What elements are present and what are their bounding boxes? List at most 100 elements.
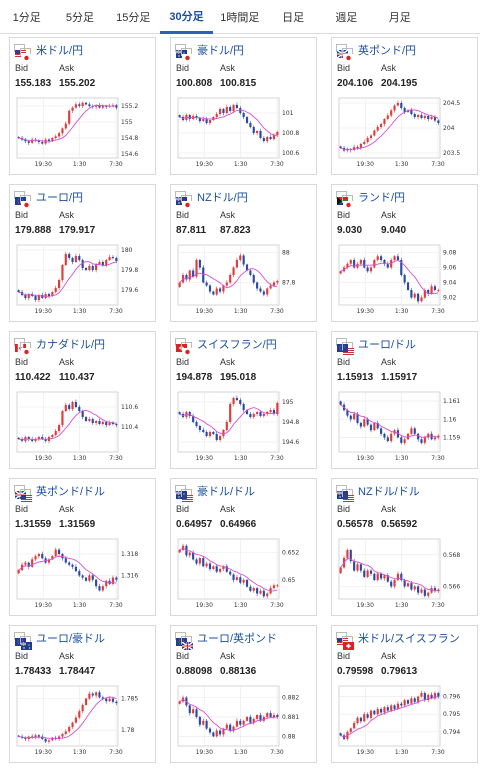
tab-4[interactable]: 30分足 bbox=[159, 0, 214, 34]
candle-body bbox=[232, 105, 235, 111]
candle-body bbox=[232, 726, 235, 731]
candle-body bbox=[192, 416, 195, 422]
pair-name[interactable]: ユーロ/英ポンド bbox=[197, 633, 278, 645]
price-chart[interactable]: 19:30 1:30 7:30 101 100.8 100.6 bbox=[175, 96, 313, 170]
candle-body bbox=[437, 435, 440, 438]
pair-name[interactable]: NZドル/ドル bbox=[358, 486, 420, 498]
pair-card[interactable]: 米ドル/スイスフラン Bid Ask 0.79598 0.79613 19:30 1:30 7… bbox=[331, 625, 478, 763]
pair-name[interactable]: カナダドル/円 bbox=[36, 339, 106, 351]
timeframe-tabs: 1分足 5分足 15分足 30分足 1時間足 日足 週足 月足 bbox=[0, 0, 480, 34]
candle-body bbox=[363, 570, 366, 577]
pair-title[interactable]: ユーロ/ドル bbox=[336, 337, 417, 356]
pair-name[interactable]: NZドル/円 bbox=[197, 192, 248, 204]
candle-body bbox=[423, 693, 426, 701]
tab-7[interactable]: 週足 bbox=[335, 12, 358, 24]
tab-2[interactable]: 5分足 bbox=[65, 12, 94, 24]
pair-name[interactable]: 豪ドル/ドル bbox=[197, 486, 256, 498]
candle-body bbox=[47, 294, 51, 296]
tab-6[interactable]: 日足 bbox=[282, 12, 305, 24]
pair-card[interactable]: ユーロ/英ポンド Bid Ask 0.88098 0.88136 19:30 1:30 7:3… bbox=[170, 625, 317, 763]
candle-body bbox=[27, 562, 30, 567]
pair-title[interactable]: ユーロ/英ポンド bbox=[175, 631, 278, 651]
tab-8[interactable]: 月足 bbox=[388, 12, 411, 24]
pair-name[interactable]: 英ポンド/円 bbox=[358, 45, 417, 57]
pair-card[interactable]: ランド/円 Bid Ask 9.030 9.040 19:30 1:30 7:30 9.08 9.… bbox=[331, 184, 478, 322]
price-chart[interactable]: 19:30 1:30 7:30 1.785 1.78 bbox=[14, 684, 152, 758]
candle-body bbox=[369, 710, 373, 718]
pair-name[interactable]: 米ドル/円 bbox=[36, 45, 84, 57]
price-chart[interactable]: 19:30 1:30 7:30 88 87.8 bbox=[175, 243, 313, 317]
candle-body bbox=[68, 110, 71, 124]
pair-card[interactable]: 英ポンド/円 Bid Ask 204.106 204.195 19:30 1:30 7:30 2… bbox=[331, 37, 478, 175]
pair-card[interactable]: 豪ドル/ドル Bid Ask 0.64957 0.64966 19:30 1:30 7:30 0… bbox=[170, 478, 317, 616]
tab-3[interactable]: 15分足 bbox=[116, 12, 151, 24]
candle-body bbox=[262, 414, 265, 416]
pair-title[interactable]: 豪ドル/ドル bbox=[175, 484, 256, 503]
x-tick-label: 19:30 bbox=[35, 308, 52, 315]
ask-value: 204.195 bbox=[381, 78, 418, 89]
pair-name[interactable]: 英ポンド/ドル bbox=[36, 486, 106, 498]
pair-card[interactable]: ユーロ/豪ドル Bid Ask 1.78433 1.78447 19:30 1:30 7:30… bbox=[9, 625, 156, 763]
candle-body bbox=[266, 288, 269, 295]
plot-area bbox=[16, 538, 119, 600]
candle-body bbox=[235, 398, 238, 400]
pair-card[interactable]: 豪ドル/円 Bid Ask 100.808 100.815 19:30 1:30 7:30 10… bbox=[170, 37, 317, 175]
price-chart[interactable]: 19:30 1:30 7:30 1.161 1.16 1.159 bbox=[336, 390, 474, 464]
pair-title[interactable]: NZドル/ドル bbox=[336, 484, 420, 503]
currency-flags-icon bbox=[14, 44, 32, 62]
candle-body bbox=[410, 698, 413, 704]
pair-card[interactable]: カナダドル/円 Bid Ask 110.422 110.437 19:30 1:30 7:30… bbox=[9, 331, 156, 469]
y-tick-label: 194.8 bbox=[282, 419, 299, 426]
candle-body bbox=[417, 293, 420, 302]
price-chart[interactable]: 19:30 1:30 7:30 9.08 9.06 9.04 9.02 bbox=[336, 243, 474, 317]
pair-title[interactable]: 米ドル/スイスフラン bbox=[336, 631, 460, 650]
candle-body bbox=[393, 256, 396, 260]
pair-name[interactable]: 豪ドル/円 bbox=[197, 45, 245, 57]
pair-title[interactable]: ユーロ/豪ドル bbox=[14, 631, 106, 650]
price-chart[interactable]: 19:30 1:30 7:30 204.5 204 203.5 bbox=[336, 96, 474, 170]
pair-card[interactable]: スイスフラン/円 Bid Ask 194.878 195.018 19:30 1:30 7:3… bbox=[170, 331, 317, 469]
pair-title[interactable]: ランド/円 bbox=[336, 190, 406, 209]
pair-title[interactable]: 英ポンド/円 bbox=[336, 43, 417, 62]
pair-name[interactable]: 米ドル/スイスフラン bbox=[358, 633, 460, 645]
pair-card[interactable]: NZドル/円 Bid Ask 87.811 87.823 19:30 1:30 7:30 88 8… bbox=[170, 184, 317, 322]
tab-5[interactable]: 1時間足 bbox=[220, 12, 260, 24]
pair-name[interactable]: ユーロ/ドル bbox=[358, 339, 417, 351]
price-chart[interactable]: 19:30 1:30 7:30 155.2 155 154.8 154.6 bbox=[14, 96, 152, 170]
pair-name[interactable]: ユーロ/豪ドル bbox=[36, 633, 106, 645]
pair-title[interactable]: 米ドル/円 bbox=[14, 43, 84, 62]
x-tick-label: 19:30 bbox=[357, 455, 374, 462]
pair-title[interactable]: ユーロ/円 bbox=[14, 190, 84, 209]
x-tick-label: 7:30 bbox=[109, 161, 123, 168]
pair-card[interactable]: 英ポンド/ドル Bid Ask 1.31559 1.31569 19:30 1:30 7:30… bbox=[9, 478, 156, 616]
candle-body bbox=[262, 590, 265, 597]
pair-card[interactable]: 米ドル/円 Bid Ask 155.183 155.202 19:30 1:30 7:30 15… bbox=[9, 37, 156, 175]
pair-title[interactable]: NZドル/円 bbox=[175, 190, 248, 209]
pair-name[interactable]: ユーロ/円 bbox=[36, 192, 84, 204]
price-chart[interactable]: 19:30 1:30 7:30 0.882 0.881 0.88 bbox=[175, 684, 313, 758]
pair-title[interactable]: カナダドル/円 bbox=[14, 337, 106, 356]
price-chart[interactable]: 19:30 1:30 7:30 0.796 0.795 0.794 bbox=[336, 684, 474, 758]
candle-body bbox=[84, 102, 88, 105]
candle-body bbox=[376, 708, 379, 715]
bid-value: 0.56578 bbox=[337, 519, 374, 530]
pair-name[interactable]: スイスフラン/円 bbox=[197, 339, 277, 351]
price-chart[interactable]: 19:30 1:30 7:30 1.318 1.316 bbox=[14, 537, 152, 611]
price-chart[interactable]: 19:30 1:30 7:30 195 194.8 194.6 bbox=[175, 390, 313, 464]
price-chart[interactable]: 19:30 1:30 7:30 0.652 0.65 bbox=[175, 537, 313, 611]
pair-title[interactable]: スイスフラン/円 bbox=[175, 337, 277, 356]
pair-card[interactable]: ユーロ/ドル Bid Ask 1.15913 1.15917 19:30 1:30 7:30 1… bbox=[331, 331, 478, 469]
currency-flags-icon bbox=[336, 191, 354, 209]
pair-title[interactable]: 英ポンド/ドル bbox=[14, 484, 106, 503]
candle-body bbox=[266, 593, 269, 597]
price-chart[interactable]: 19:30 1:30 7:30 180 179.8 179.6 bbox=[14, 243, 152, 317]
pair-card[interactable]: NZドル/ドル Bid Ask 0.56578 0.56592 19:30 1:30 7:30… bbox=[331, 478, 478, 616]
price-chart[interactable]: 19:30 1:30 7:30 0.568 0.566 bbox=[336, 537, 474, 611]
pair-name[interactable]: ランド/円 bbox=[358, 192, 406, 204]
flag-jp-icon bbox=[342, 195, 354, 209]
ask-label: Ask bbox=[220, 651, 236, 661]
pair-title[interactable]: 豪ドル/円 bbox=[175, 43, 245, 62]
pair-card[interactable]: ユーロ/円 Bid Ask 179.888 179.917 19:30 1:30 7:30 18… bbox=[9, 184, 156, 322]
tab-1[interactable]: 1分足 bbox=[12, 12, 41, 24]
price-chart[interactable]: 19:30 1:30 7:30 110.6 110.4 bbox=[14, 390, 152, 464]
